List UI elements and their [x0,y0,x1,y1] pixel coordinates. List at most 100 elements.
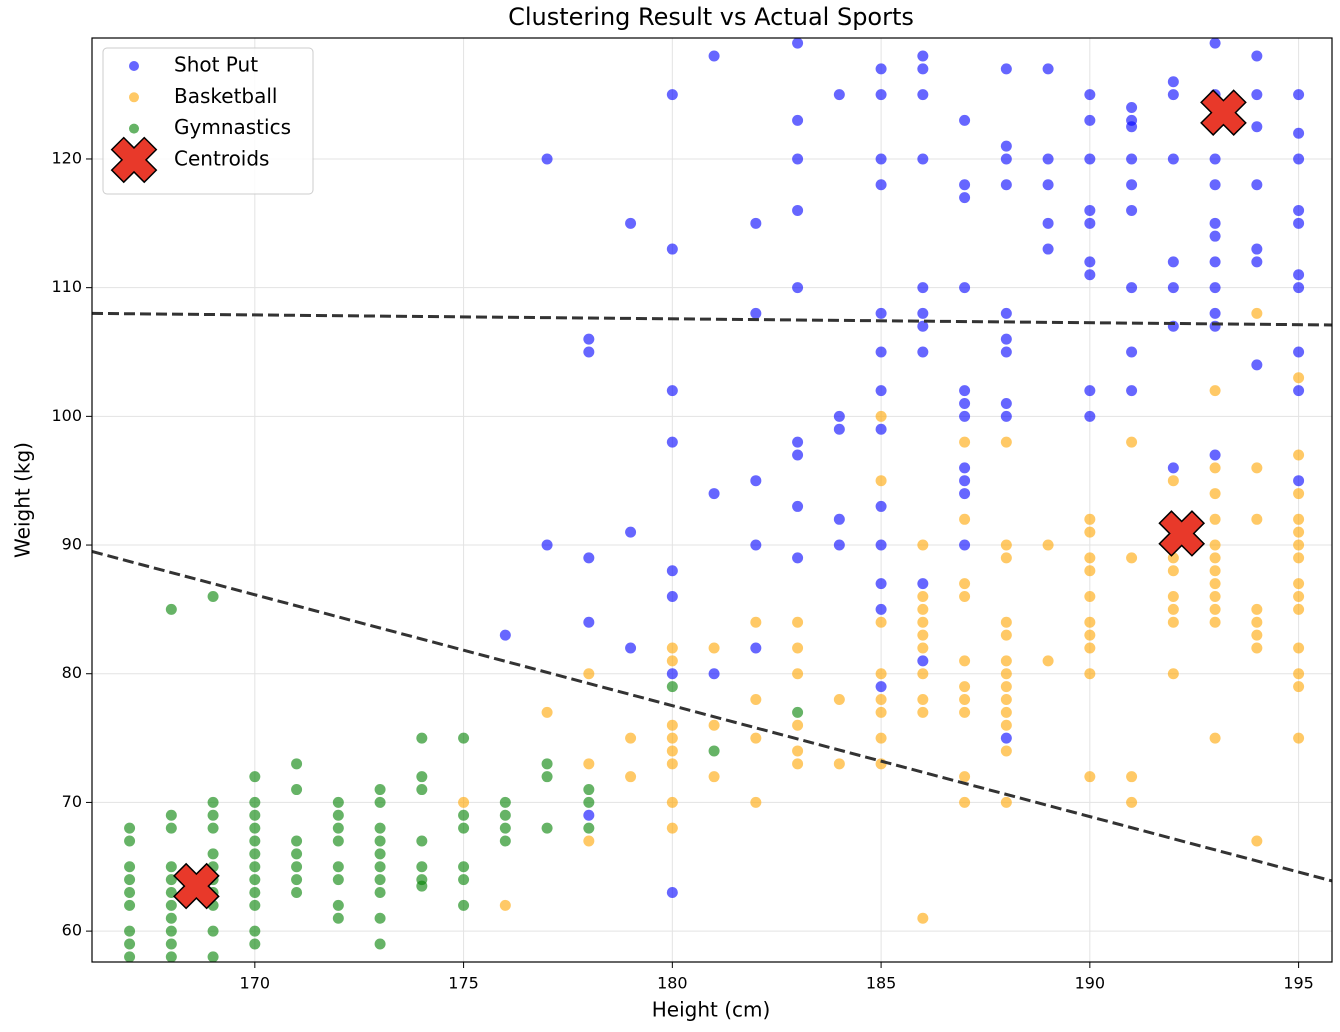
scatter-point [583,552,595,564]
scatter-point [750,475,762,487]
scatter-point [750,693,762,705]
scatter-point [416,784,428,796]
scatter-point [1126,282,1138,294]
scatter-point [1084,526,1096,538]
x-tick-label: 185 [866,974,897,993]
scatter-point [792,552,804,564]
scatter-point [374,938,386,950]
scatter-point [1251,629,1263,641]
scatter-point [959,114,971,126]
scatter-point [792,449,804,461]
scatter-point [1042,655,1054,667]
plot-frame [91,37,1333,963]
scatter-point [1293,539,1305,551]
scatter-point [1167,603,1179,615]
scatter-point [959,192,971,204]
scatter-point [1000,655,1012,667]
scatter-point [124,861,136,873]
scatter-point [959,462,971,474]
scatter-point [1251,179,1263,191]
x-tick-label: 175 [448,974,479,993]
scatter-point [708,771,720,783]
scatter-point [875,423,887,435]
scatter-point [1209,462,1221,474]
scatter-point [917,706,929,718]
y-tick-label: 100 [51,406,82,425]
scatter-point [1084,629,1096,641]
scatter-point [291,874,303,886]
scatter-point [583,616,595,628]
scatter-point [374,874,386,886]
scatter-point [249,925,261,937]
scatter-point [792,282,804,294]
scatter-point [1293,346,1305,358]
scatter-point [875,385,887,397]
scatter-point [1000,410,1012,422]
scatter-point [1167,282,1179,294]
y-tick-label: 70 [62,792,82,811]
scatter-point [374,822,386,834]
scatter-point [416,861,428,873]
scatter-point [249,861,261,873]
scatter-point [1084,217,1096,229]
scatter-point [249,809,261,821]
scatter-point [1000,732,1012,744]
scatter-point [1000,140,1012,152]
centroid-marker [173,862,220,910]
scatter-point [666,565,678,577]
scatter-point [207,925,219,937]
scatter-point [917,616,929,628]
scatter-point [875,603,887,615]
scatter-point [1084,269,1096,281]
scatter-point [1000,796,1012,808]
scatter-point [1209,217,1221,229]
scatter-point [959,397,971,409]
scatter-point [1126,385,1138,397]
scatter-point [875,706,887,718]
scatter-point [332,874,344,886]
scatter-point [959,706,971,718]
scatter-point [1167,616,1179,628]
scatter-point [165,951,177,962]
scatter-point [1209,449,1221,461]
scatter-point [917,591,929,603]
scatter-point [458,822,470,834]
scatter-point [207,951,219,962]
scatter-point [124,874,136,886]
scatter-point [583,809,595,821]
scatter-point [207,796,219,808]
scatter-point [124,887,136,899]
scatter-point [666,385,678,397]
scatter-point [583,346,595,358]
scatter-point [1293,385,1305,397]
scatter-point [1084,513,1096,525]
x-tick-label: 170 [240,974,271,993]
scatter-point [1293,526,1305,538]
scatter-point [875,346,887,358]
scatter-point [416,835,428,847]
scatter-point [666,681,678,693]
scatter-point [917,282,929,294]
scatter-point [1251,243,1263,255]
scatter-point [1084,89,1096,101]
scatter-point [875,410,887,422]
scatter-point [374,796,386,808]
scatter-point [1167,153,1179,165]
scatter-point [1084,668,1096,680]
scatter-point [750,307,762,319]
scatter-point [1167,76,1179,88]
scatter-point [1000,719,1012,731]
scatter-point [583,668,595,680]
scatter-point [666,822,678,834]
scatter-point [1167,89,1179,101]
legend-label: Gymnastics [174,115,291,139]
scatter-point [1126,121,1138,133]
scatter-point [1000,307,1012,319]
scatter-point [833,410,845,422]
scatter-point [458,796,470,808]
centroid-marker [1200,89,1247,136]
scatter-point [1167,256,1179,268]
scatter-point [124,835,136,847]
scatter-point [1167,565,1179,577]
scatter-point [1209,539,1221,551]
